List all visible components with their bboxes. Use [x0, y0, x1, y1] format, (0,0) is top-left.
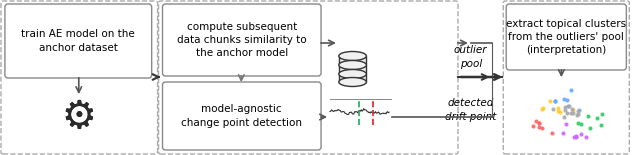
Point — [555, 110, 565, 113]
Point — [557, 132, 568, 135]
Point — [562, 98, 572, 101]
Point — [550, 100, 560, 103]
Point — [573, 113, 583, 115]
Point — [582, 114, 593, 117]
Point — [537, 127, 547, 130]
Point — [559, 97, 570, 100]
Point — [548, 108, 558, 111]
Point — [581, 136, 591, 139]
Point — [573, 109, 584, 111]
Point — [553, 107, 563, 109]
FancyBboxPatch shape — [339, 56, 366, 82]
Ellipse shape — [339, 60, 366, 69]
Point — [572, 114, 582, 116]
Point — [576, 133, 586, 135]
Point — [572, 136, 582, 139]
FancyBboxPatch shape — [163, 82, 321, 150]
Point — [564, 104, 574, 107]
Point — [534, 125, 545, 128]
Text: train AE model on the
anchor dataset: train AE model on the anchor dataset — [21, 29, 135, 53]
Point — [566, 111, 577, 114]
Point — [585, 126, 595, 129]
Point — [572, 135, 582, 137]
Point — [568, 112, 578, 114]
Point — [562, 112, 572, 115]
Point — [545, 99, 555, 102]
Point — [576, 122, 586, 125]
Point — [547, 132, 557, 135]
Point — [563, 105, 573, 107]
Point — [531, 120, 541, 122]
Text: outlier
pool: outlier pool — [454, 45, 488, 69]
Point — [538, 107, 548, 109]
Point — [569, 135, 579, 138]
Point — [528, 125, 538, 128]
Point — [596, 113, 607, 115]
Point — [568, 109, 578, 111]
FancyBboxPatch shape — [506, 4, 627, 70]
Point — [596, 124, 607, 126]
Point — [560, 109, 570, 111]
Text: detected
drift point: detected drift point — [445, 98, 497, 122]
Point — [537, 108, 547, 110]
Point — [559, 105, 570, 108]
Text: ⚙: ⚙ — [61, 98, 96, 136]
Point — [573, 109, 583, 112]
FancyBboxPatch shape — [5, 4, 152, 78]
Point — [534, 122, 545, 124]
Text: extract topical clusters
from the outliers' pool
(interpretation): extract topical clusters from the outlie… — [506, 19, 627, 55]
Point — [593, 117, 603, 120]
Point — [550, 100, 561, 102]
Point — [559, 115, 569, 118]
Point — [567, 108, 577, 111]
Text: compute subsequent
data chunks similarity to
the anchor model: compute subsequent data chunks similarit… — [177, 22, 307, 58]
Point — [552, 109, 563, 112]
Point — [534, 122, 545, 124]
Ellipse shape — [339, 78, 366, 86]
Ellipse shape — [339, 51, 366, 60]
Text: model-agnostic
change point detection: model-agnostic change point detection — [181, 104, 302, 128]
Point — [573, 122, 583, 124]
Ellipse shape — [339, 69, 366, 78]
Point — [561, 123, 572, 126]
FancyBboxPatch shape — [163, 4, 321, 76]
Text: ⚙: ⚙ — [61, 98, 96, 136]
Point — [565, 89, 575, 91]
